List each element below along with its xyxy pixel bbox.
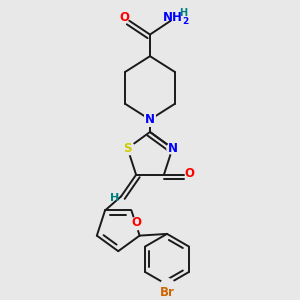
Text: O: O — [184, 167, 194, 180]
Text: H: H — [110, 193, 119, 202]
Text: S: S — [123, 142, 132, 155]
Text: 2: 2 — [183, 17, 189, 26]
Text: N: N — [167, 142, 178, 155]
Text: Br: Br — [160, 286, 174, 299]
Text: O: O — [119, 11, 129, 24]
Text: NH: NH — [163, 11, 183, 24]
Text: N: N — [145, 113, 155, 126]
Text: H: H — [179, 8, 187, 18]
Text: O: O — [131, 216, 141, 229]
